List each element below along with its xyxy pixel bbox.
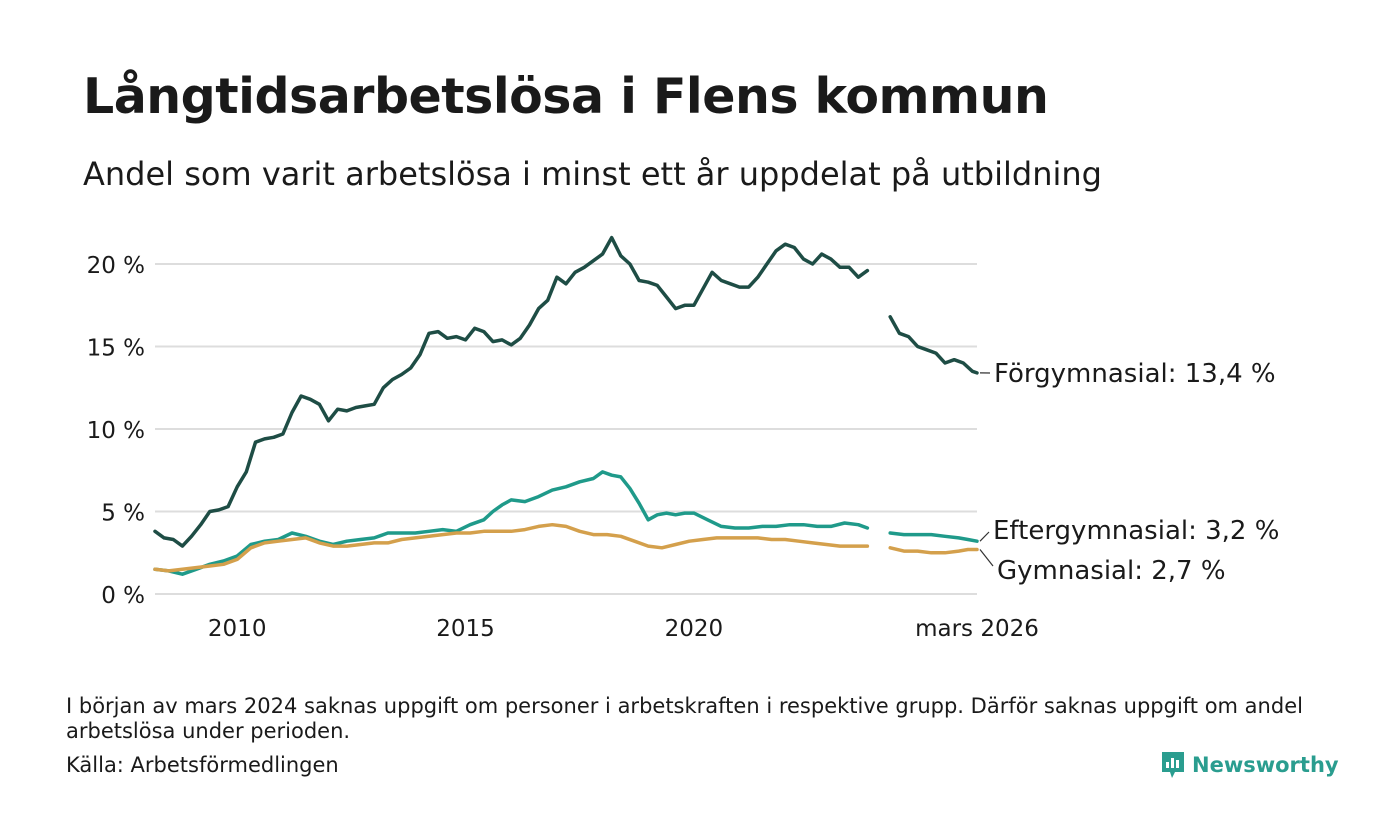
- series-lines: [153, 235, 979, 576]
- end-label-gymnasial: Gymnasial: 2,7 %: [997, 556, 1226, 586]
- y-tick-label: 5 %: [101, 501, 145, 527]
- line-eftergymnasial-segment-0: [153, 470, 870, 576]
- y-tick-label: 15 %: [87, 336, 145, 362]
- footnote: I början av mars 2024 saknas uppgift om …: [66, 694, 1303, 743]
- x-tick-label: 2020: [665, 616, 724, 642]
- newsworthy-logo-icon: [1162, 752, 1184, 778]
- chart-subtitle: Andel som varit arbetslösa i minst ett å…: [83, 155, 1102, 193]
- end-label-eftergymnasial: Eftergymnasial: 3,2 %: [993, 516, 1279, 546]
- gridlines: [155, 263, 977, 595]
- line-förgymnasial-segment-0: [153, 235, 870, 548]
- line-gymnasial-segment-0: [153, 522, 870, 573]
- label-leader-eftergymnasial: [979, 531, 990, 542]
- line-förgymnasial-segment-1: [888, 315, 979, 375]
- line-eftergymnasial-segment-1: [888, 531, 979, 543]
- y-tick-label: 20 %: [87, 253, 145, 279]
- line-gymnasial-segment-1: [888, 546, 979, 555]
- end-labels: Förgymnasial: 13,4 % Eftergymnasial: 3,2 …: [979, 359, 1279, 586]
- y-tick-label: 10 %: [87, 418, 145, 444]
- x-tick-label: 2015: [436, 616, 495, 642]
- x-tick-label: mars 2026: [915, 616, 1039, 642]
- y-tick-label: 0 %: [101, 583, 145, 609]
- end-label-förgymnasial: Förgymnasial: 13,4 %: [994, 359, 1276, 389]
- x-tick-label: 2010: [208, 616, 267, 642]
- source-text: Källa: Arbetsförmedlingen: [66, 753, 339, 777]
- label-leader-gymnasial: [979, 549, 994, 567]
- x-axis-tick-labels: 2010 2015 2020 mars 2026: [208, 616, 1039, 642]
- y-axis-tick-labels: 0 % 5 % 10 % 15 % 20 %: [87, 253, 145, 609]
- newsworthy-logo[interactable]: Newsworthy: [1160, 750, 1339, 780]
- brand-name: Newsworthy: [1192, 753, 1339, 777]
- chart-title: Långtidsarbetslösa i Flens kommun: [83, 68, 1049, 125]
